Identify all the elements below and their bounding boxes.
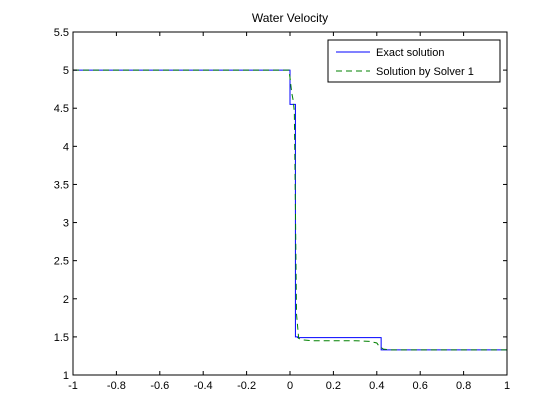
y-tick-label: 2 (63, 294, 69, 306)
legend-box (327, 39, 501, 83)
series-line-2 (73, 69, 507, 351)
y-tick-label: 4.5 (54, 103, 69, 115)
x-tick-label: 0.4 (369, 380, 384, 392)
x-tick-label: -0.2 (237, 380, 256, 392)
x-tick-label: -0.8 (107, 380, 126, 392)
y-tick-label: 1 (63, 370, 69, 382)
y-tick-label: 3.5 (54, 179, 69, 191)
chart-title: Water Velocity (252, 11, 328, 25)
x-tick-label: 0.6 (413, 380, 428, 392)
y-tick-label: 5.5 (54, 27, 69, 39)
x-tick-label: -1 (68, 380, 78, 392)
x-tick-label: 0.8 (456, 380, 471, 392)
y-tick-label: 3 (63, 218, 69, 230)
y-tick-label: 4 (63, 141, 69, 153)
y-tick-label: 5 (63, 65, 69, 77)
x-tick-label: -0.4 (194, 380, 213, 392)
x-tick-label: 0 (287, 380, 293, 392)
y-tick-label: 1.5 (54, 332, 69, 344)
y-tick-label: 2.5 (54, 256, 69, 268)
x-tick-label: 1 (504, 380, 510, 392)
series-line-1 (73, 69, 507, 351)
x-tick-label: -0.6 (150, 380, 169, 392)
x-tick-label: 0.2 (326, 380, 341, 392)
legend-label-2: Solution by Solver 1 (376, 66, 474, 78)
legend-label-1: Exact solution (376, 47, 444, 59)
